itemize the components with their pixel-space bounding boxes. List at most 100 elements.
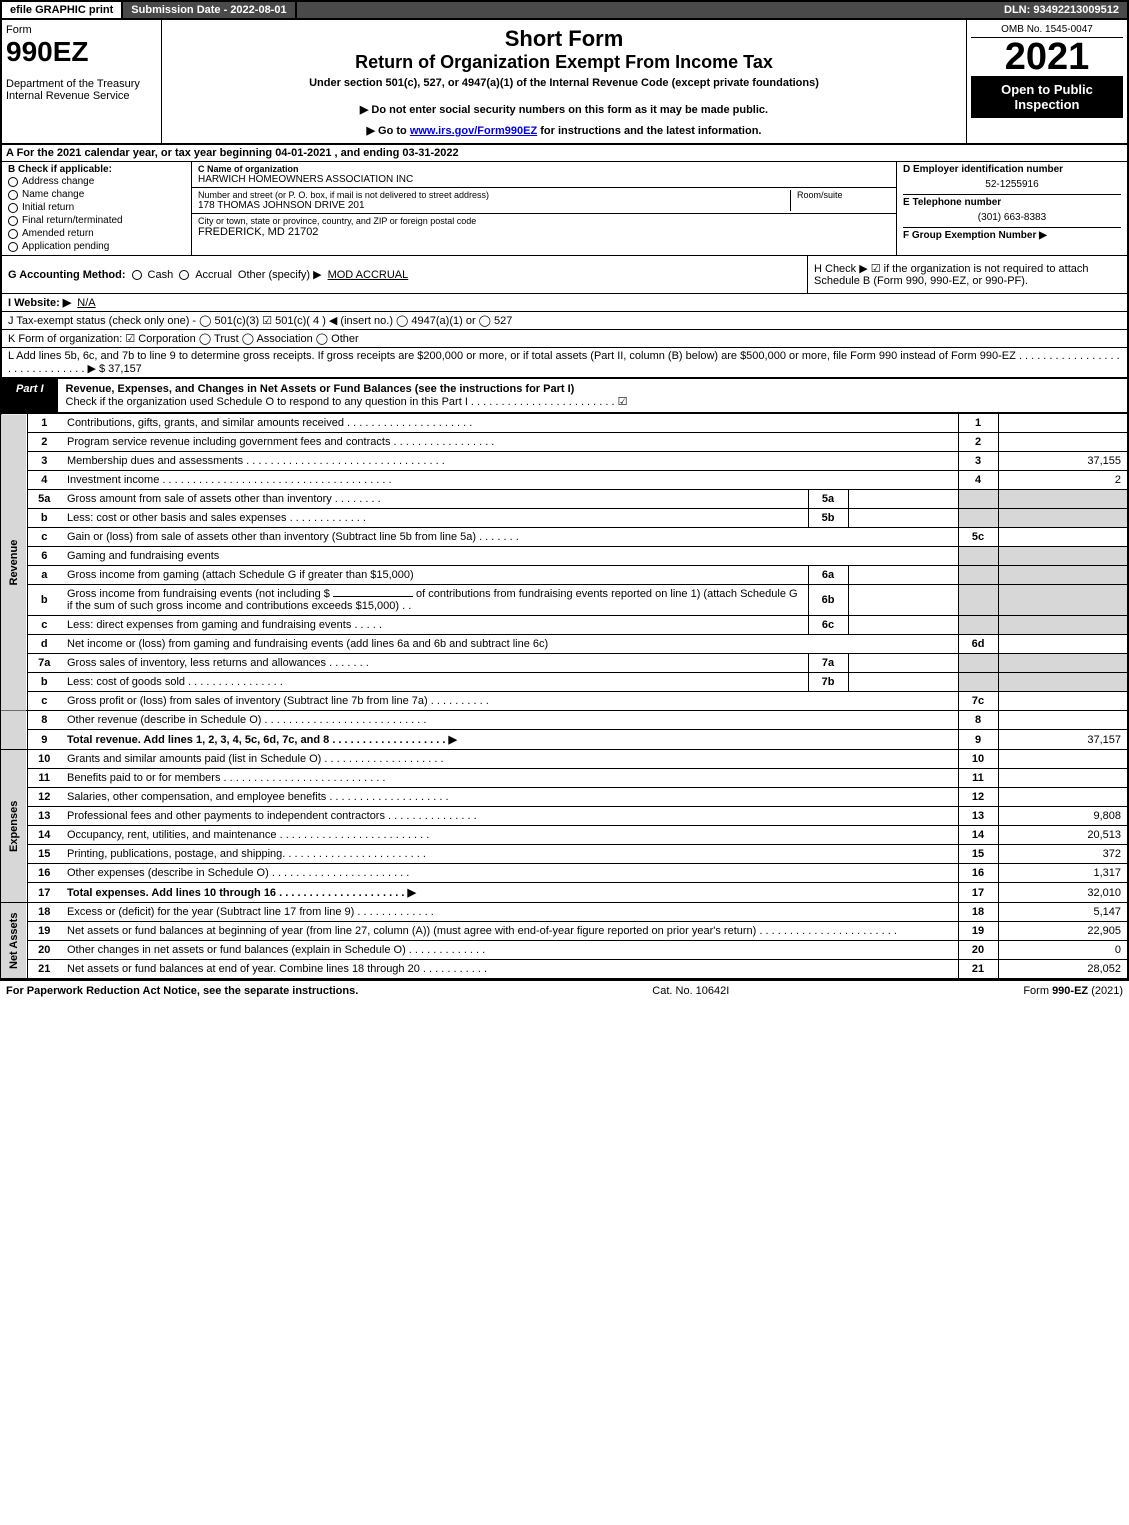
- g-other-label: Other (specify) ▶: [238, 268, 322, 281]
- r5b-sn: 5b: [808, 509, 848, 528]
- r7b-num: b: [27, 673, 61, 692]
- l-amount: $ 37,157: [99, 363, 142, 375]
- subtitle: Under section 501(c), 527, or 4947(a)(1)…: [168, 77, 960, 89]
- r17-num: 17: [27, 883, 61, 903]
- i-value: N/A: [77, 297, 95, 309]
- line-j-tax-status: J Tax-exempt status (check only one) - ◯…: [0, 312, 1129, 330]
- r7c-val: [998, 692, 1128, 711]
- r6a-val: [998, 566, 1128, 585]
- submission-date-button[interactable]: Submission Date - 2022-08-01: [123, 2, 296, 18]
- checkbox-accrual[interactable]: [179, 270, 189, 280]
- r5a-val: [998, 490, 1128, 509]
- r7a-val: [998, 654, 1128, 673]
- footer-right-form: 990-EZ: [1052, 985, 1088, 997]
- r6c-num: c: [27, 616, 61, 635]
- r9-val: 37,157: [998, 730, 1128, 750]
- r16-val: 1,317: [998, 864, 1128, 883]
- l-text: L Add lines 5b, 6c, and 7b to line 9 to …: [8, 350, 1120, 375]
- r7c-ln: 7c: [958, 692, 998, 711]
- side-expenses: Expenses: [1, 750, 27, 903]
- r13-desc: Professional fees and other payments to …: [61, 807, 958, 826]
- r15-num: 15: [27, 845, 61, 864]
- r6c-desc: Less: direct expenses from gaming and fu…: [61, 616, 808, 635]
- checkbox-final-return[interactable]: [8, 216, 18, 226]
- r19-num: 19: [27, 922, 61, 941]
- r20-ln: 20: [958, 941, 998, 960]
- side-revenue: Revenue: [1, 414, 27, 711]
- r4-ln: 4: [958, 471, 998, 490]
- r6-num: 6: [27, 547, 61, 566]
- r3-num: 3: [27, 452, 61, 471]
- checkbox-amended-return[interactable]: [8, 229, 18, 239]
- checkbox-name-change[interactable]: [8, 190, 18, 200]
- r13-num: 13: [27, 807, 61, 826]
- form-number: 990EZ: [6, 36, 157, 68]
- org-city: FREDERICK, MD 21702: [198, 226, 890, 238]
- r7b-sn: 7b: [808, 673, 848, 692]
- r2-num: 2: [27, 433, 61, 452]
- footer-right: Form 990-EZ (2021): [1023, 985, 1123, 997]
- r19-val: 22,905: [998, 922, 1128, 941]
- r6c-ln: [958, 616, 998, 635]
- checkbox-initial-return[interactable]: [8, 203, 18, 213]
- r17-desc: Total expenses. Add lines 10 through 16 …: [61, 883, 958, 903]
- r7b-val: [998, 673, 1128, 692]
- r7c-num: c: [27, 692, 61, 711]
- footer-left: For Paperwork Reduction Act Notice, see …: [6, 985, 358, 997]
- r12-desc: Salaries, other compensation, and employ…: [61, 788, 958, 807]
- page-footer: For Paperwork Reduction Act Notice, see …: [0, 979, 1129, 1001]
- r6a-sv: [848, 566, 958, 585]
- r2-ln: 2: [958, 433, 998, 452]
- checkbox-cash[interactable]: [132, 270, 142, 280]
- section-g-h: G Accounting Method: Cash Accrual Other …: [0, 256, 1129, 294]
- opt-name: Name change: [22, 189, 84, 200]
- r19-ln: 19: [958, 922, 998, 941]
- r6a-num: a: [27, 566, 61, 585]
- r6c-val: [998, 616, 1128, 635]
- r5a-sn: 5a: [808, 490, 848, 509]
- note2-pre: ▶ Go to: [367, 125, 410, 137]
- r5b-sv: [848, 509, 958, 528]
- r3-desc: Membership dues and assessments . . . . …: [61, 452, 958, 471]
- r1-desc: Contributions, gifts, grants, and simila…: [61, 414, 958, 433]
- r15-desc: Printing, publications, postage, and shi…: [61, 845, 958, 864]
- part1-title-text: Revenue, Expenses, and Changes in Net As…: [66, 383, 575, 395]
- r6d-desc: Net income or (loss) from gaming and fun…: [61, 635, 958, 654]
- r6d-ln: 6d: [958, 635, 998, 654]
- i-label: I Website: ▶: [8, 296, 71, 309]
- r11-num: 11: [27, 769, 61, 788]
- line-l-gross-receipts: L Add lines 5b, 6c, and 7b to line 9 to …: [0, 348, 1129, 378]
- r3-ln: 3: [958, 452, 998, 471]
- g-accrual: Accrual: [195, 269, 232, 281]
- r6a-ln: [958, 566, 998, 585]
- r6b-ln: [958, 585, 998, 616]
- r12-val: [998, 788, 1128, 807]
- r7b-sv: [848, 673, 958, 692]
- r20-desc: Other changes in net assets or fund bala…: [61, 941, 958, 960]
- r6b-sn: 6b: [808, 585, 848, 616]
- footer-catno: Cat. No. 10642I: [652, 985, 729, 997]
- r18-num: 18: [27, 903, 61, 922]
- b-label: B Check if applicable:: [8, 164, 185, 175]
- r6-desc: Gaming and fundraising events: [61, 547, 958, 566]
- checkbox-address-change[interactable]: [8, 177, 18, 187]
- dept-irs: Internal Revenue Service: [6, 90, 157, 102]
- opt-initial: Initial return: [22, 202, 74, 213]
- dept-treasury: Department of the Treasury: [6, 78, 157, 90]
- r8-val: [998, 711, 1128, 730]
- e-phone-value: (301) 663-8383: [903, 208, 1121, 227]
- r5c-ln: 5c: [958, 528, 998, 547]
- opt-address: Address change: [22, 176, 94, 187]
- r20-num: 20: [27, 941, 61, 960]
- org-name: HARWICH HOMEOWNERS ASSOCIATION INC: [198, 174, 890, 185]
- r10-desc: Grants and similar amounts paid (list in…: [61, 750, 958, 769]
- header-right: OMB No. 1545-0047 2021 Open to Public In…: [967, 20, 1127, 143]
- c-name-label: C Name of organization: [198, 164, 890, 174]
- r4-num: 4: [27, 471, 61, 490]
- r6c-sn: 6c: [808, 616, 848, 635]
- checkbox-application-pending[interactable]: [8, 242, 18, 252]
- efile-print-button[interactable]: efile GRAPHIC print: [2, 2, 123, 18]
- r7a-num: 7a: [27, 654, 61, 673]
- irs-link[interactable]: www.irs.gov/Form990EZ: [410, 125, 537, 137]
- r6b-d1: Gross income from fundraising events (no…: [67, 588, 330, 600]
